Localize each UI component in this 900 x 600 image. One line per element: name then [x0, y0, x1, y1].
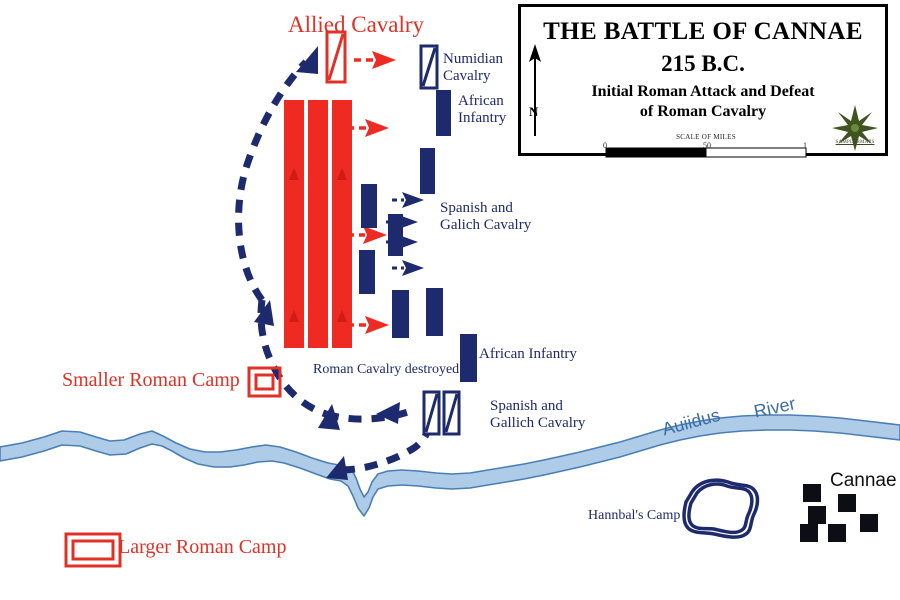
- smaller-roman-camp-symbol: [247, 366, 282, 398]
- roman-infantry-direction-marks: [289, 168, 347, 322]
- retreat-arrowheads: [254, 46, 400, 480]
- label-spanish-gallich-cavalry: Spanish and Gallich Cavalry: [490, 398, 586, 431]
- allied-cavalry-unit: [325, 30, 347, 84]
- label-spanish-galich-cavalry: Spanish and Galich Cavalry: [440, 200, 532, 233]
- map-subtitle-line2: of Roman Cavalry: [639, 103, 767, 120]
- label-african-infantry-bottom: African Infantry: [479, 346, 577, 362]
- label-african-infantry-top: African Infantry: [458, 93, 507, 126]
- retreating-spanish-gallich-cavalry: [422, 390, 461, 436]
- scale-tick-mid: 50: [703, 141, 711, 150]
- compass-north-label: N: [529, 104, 539, 119]
- scale-tick-1: 1: [803, 141, 807, 150]
- spanish-galich-cavalry-units: [359, 184, 403, 294]
- compass-north-icon: [529, 44, 541, 136]
- roman-attack-arrowheads: [363, 51, 396, 334]
- label-smaller-roman-camp: Smaller Roman Camp: [62, 369, 240, 391]
- scale-caption: SCALE OF MILES: [676, 133, 736, 141]
- scale-tick-0: 0: [603, 141, 607, 150]
- roman-infantry-columns: [284, 100, 352, 348]
- scale-bar-icon: [605, 147, 807, 158]
- publisher-logo-text: SAMPLERMAPS: [835, 140, 875, 145]
- label-numidian-cavalry: Numidian Cavalry: [443, 51, 503, 84]
- map-year: 215 B.C.: [661, 51, 745, 76]
- title-box: THE BATTLE OF CANNAE 215 B.C. Initial Ro…: [518, 4, 888, 156]
- label-hannibals-camp: Hannbal's Camp: [588, 508, 681, 523]
- label-allied-cavalry: Allied Cavalry: [288, 12, 425, 37]
- label-roman-cavalry-destroyed: Roman Cavalry destroyed: [313, 362, 460, 377]
- publisher-star-icon: [832, 105, 878, 151]
- label-cannae: Cannae: [830, 470, 897, 491]
- larger-roman-camp-symbol: [64, 532, 122, 568]
- numidian-cavalry-unit: [419, 44, 439, 90]
- map-title: THE BATTLE OF CANNAE: [543, 18, 863, 45]
- label-larger-roman-camp: Larger Roman Camp: [118, 536, 287, 558]
- aufidus-river: [0, 414, 900, 517]
- hannibals-camp-outline: [682, 478, 760, 539]
- map-subtitle-line1: Initial Roman Attack and Defeat: [591, 83, 815, 100]
- cannae-town-buildings: [800, 484, 878, 542]
- african-infantry-units: [392, 90, 477, 382]
